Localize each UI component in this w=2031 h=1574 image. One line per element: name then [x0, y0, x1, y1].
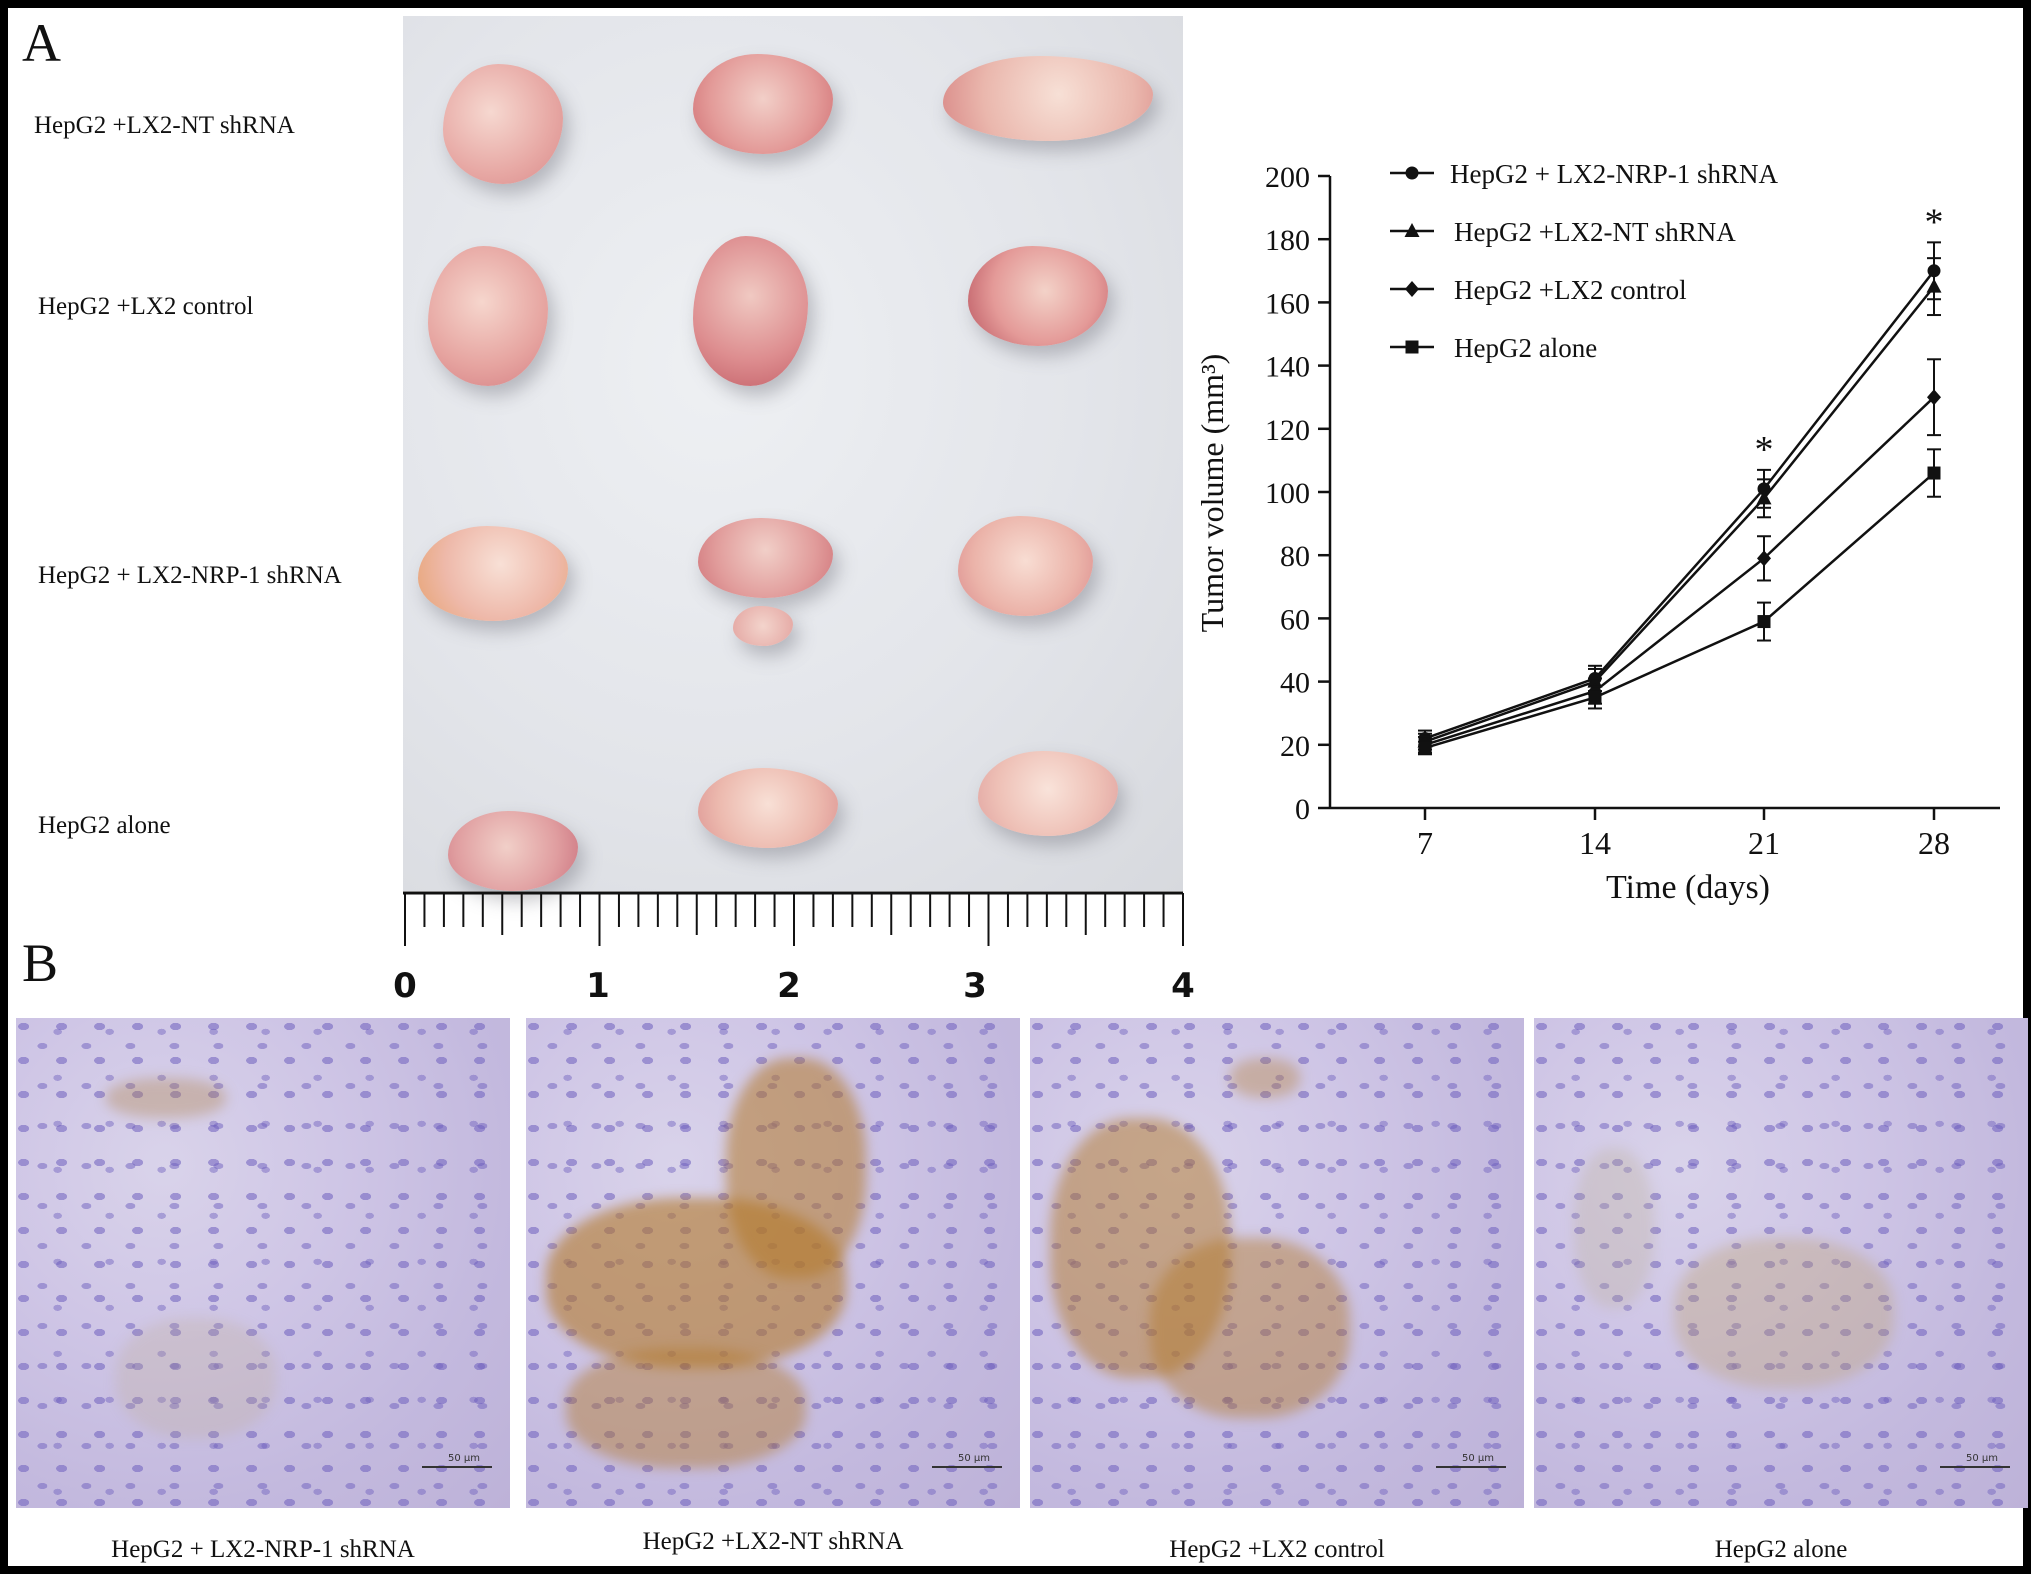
data-point: [1405, 281, 1419, 297]
histology-image-lx2-control: 50 μm: [1030, 1018, 1524, 1508]
series-line: [1424, 396, 1935, 746]
scale-bar-label: 50 μm: [957, 1453, 990, 1464]
row-label-lx2-control: HepG2 +LX2 control: [38, 293, 254, 320]
series-line: [1424, 472, 1935, 750]
scale-bar: [932, 1466, 1002, 1468]
data-point: [1926, 278, 1942, 293]
x-tick-label: 14: [1579, 825, 1611, 861]
ruler-number: 3: [963, 966, 987, 1006]
scale-bar: [422, 1466, 492, 1468]
data-point: [1588, 690, 1602, 704]
histology-image-nrp1-shrna: 50 μm: [16, 1018, 510, 1508]
tumor-sample: [443, 64, 563, 184]
tumor-sample: [968, 246, 1108, 346]
histology-image-hepg2-alone: 50 μm: [1534, 1018, 2028, 1508]
tumor-photo: [403, 16, 1183, 891]
y-tick-label: 200: [1265, 161, 1310, 194]
y-tick-label: 100: [1265, 477, 1310, 510]
ruler-number: 4: [1171, 966, 1195, 1006]
scale-bar-label: 50 μm: [1461, 1453, 1494, 1464]
y-tick-label: 60: [1280, 603, 1310, 636]
series-4: [1418, 448, 1941, 756]
series-2: [1417, 257, 1942, 751]
y-tick-label: 80: [1280, 540, 1310, 573]
x-tick-label: 28: [1918, 825, 1950, 861]
tumor-sample: [943, 56, 1153, 141]
y-tick-label: 20: [1280, 730, 1310, 763]
scale-bar: [1436, 1466, 1506, 1468]
significance-star: *: [1755, 429, 1774, 471]
histology-label: HepG2 +LX2-NT shRNA: [642, 1528, 904, 1555]
tumor-sample: [428, 246, 548, 386]
data-point: [1927, 466, 1941, 480]
legend-label: HepG2 +LX2-NT shRNA: [1454, 217, 1736, 247]
data-point: [1927, 389, 1941, 406]
scale-bar-label: 50 μm: [1965, 1453, 1998, 1464]
y-tick-label: 180: [1265, 224, 1310, 257]
ruler-scale: [403, 891, 1184, 946]
ruler-number: 0: [393, 966, 417, 1006]
legend-label: HepG2 alone: [1454, 333, 1597, 363]
y-tick-label: 140: [1265, 351, 1310, 384]
ruler-number: 2: [777, 966, 801, 1006]
x-tick-label: 7: [1417, 825, 1433, 861]
legend-label: HepG2 +LX2 control: [1454, 275, 1687, 305]
tumor-sample: [693, 236, 808, 386]
data-point: [1405, 166, 1419, 180]
tumor-sample: [448, 811, 578, 891]
data-point: [1404, 223, 1420, 237]
ruler-number: 1: [586, 966, 610, 1006]
x-axis-label: Time (days): [1606, 869, 1770, 906]
x-tick-label: 21: [1748, 825, 1780, 861]
row-label-nt-shrna: HepG2 +LX2-NT shRNA: [34, 112, 295, 139]
histology-label: HepG2 +LX2 control: [1169, 1536, 1385, 1563]
data-point: [1418, 741, 1432, 755]
legend-entry: HepG2 + LX2-NRP-1 shRNA: [1390, 159, 1778, 189]
y-axis-label: Tumor volume (mm³): [1194, 354, 1230, 633]
panel-letter-b: B: [22, 933, 59, 993]
row-label-nrp1-shrna: HepG2 + LX2-NRP-1 shRNA: [38, 562, 342, 589]
data-point: [1405, 340, 1419, 354]
tumor-sample: [698, 768, 838, 848]
scale-bar: [1940, 1466, 2010, 1468]
legend-entry: HepG2 +LX2 control: [1390, 275, 1687, 305]
series-1: [1418, 241, 1941, 748]
scale-bar-label: 50 μm: [447, 1453, 480, 1464]
row-label-hepg2-alone: HepG2 alone: [38, 812, 171, 839]
legend-entry: HepG2 alone: [1390, 333, 1597, 363]
y-tick-label: 40: [1280, 667, 1310, 700]
tumor-sample: [698, 518, 833, 598]
tumor-sample: [733, 606, 793, 646]
data-point: [1756, 490, 1772, 505]
significance-star: *: [1925, 201, 1944, 243]
panel-letter-a: A: [22, 13, 61, 73]
legend-entry: HepG2 +LX2-NT shRNA: [1390, 217, 1736, 247]
tumor-sample: [958, 516, 1093, 616]
histology-label: HepG2 alone: [1714, 1536, 1848, 1563]
y-tick-label: 160: [1265, 287, 1310, 320]
legend-label: HepG2 + LX2-NRP-1 shRNA: [1450, 159, 1778, 189]
tumor-sample: [418, 526, 568, 621]
series-line: [1424, 285, 1935, 743]
tumor-volume-chart: 0 20 40 60 80 100 120 140 160 180 200 7 14 21 28 HepG…: [1194, 159, 2000, 906]
tumor-sample: [693, 54, 833, 154]
data-point: [1757, 550, 1771, 567]
tumor-sample: [978, 751, 1118, 836]
y-tick-label: 120: [1265, 414, 1310, 447]
y-tick-label: 0: [1295, 793, 1310, 826]
series-line: [1424, 270, 1935, 740]
data-point: [1757, 615, 1771, 629]
series-3: [1418, 358, 1941, 754]
histology-label: HepG2 + LX2-NRP-1 shRNA: [111, 1536, 415, 1563]
histology-image-nt-shrna: 50 μm: [526, 1018, 1020, 1508]
